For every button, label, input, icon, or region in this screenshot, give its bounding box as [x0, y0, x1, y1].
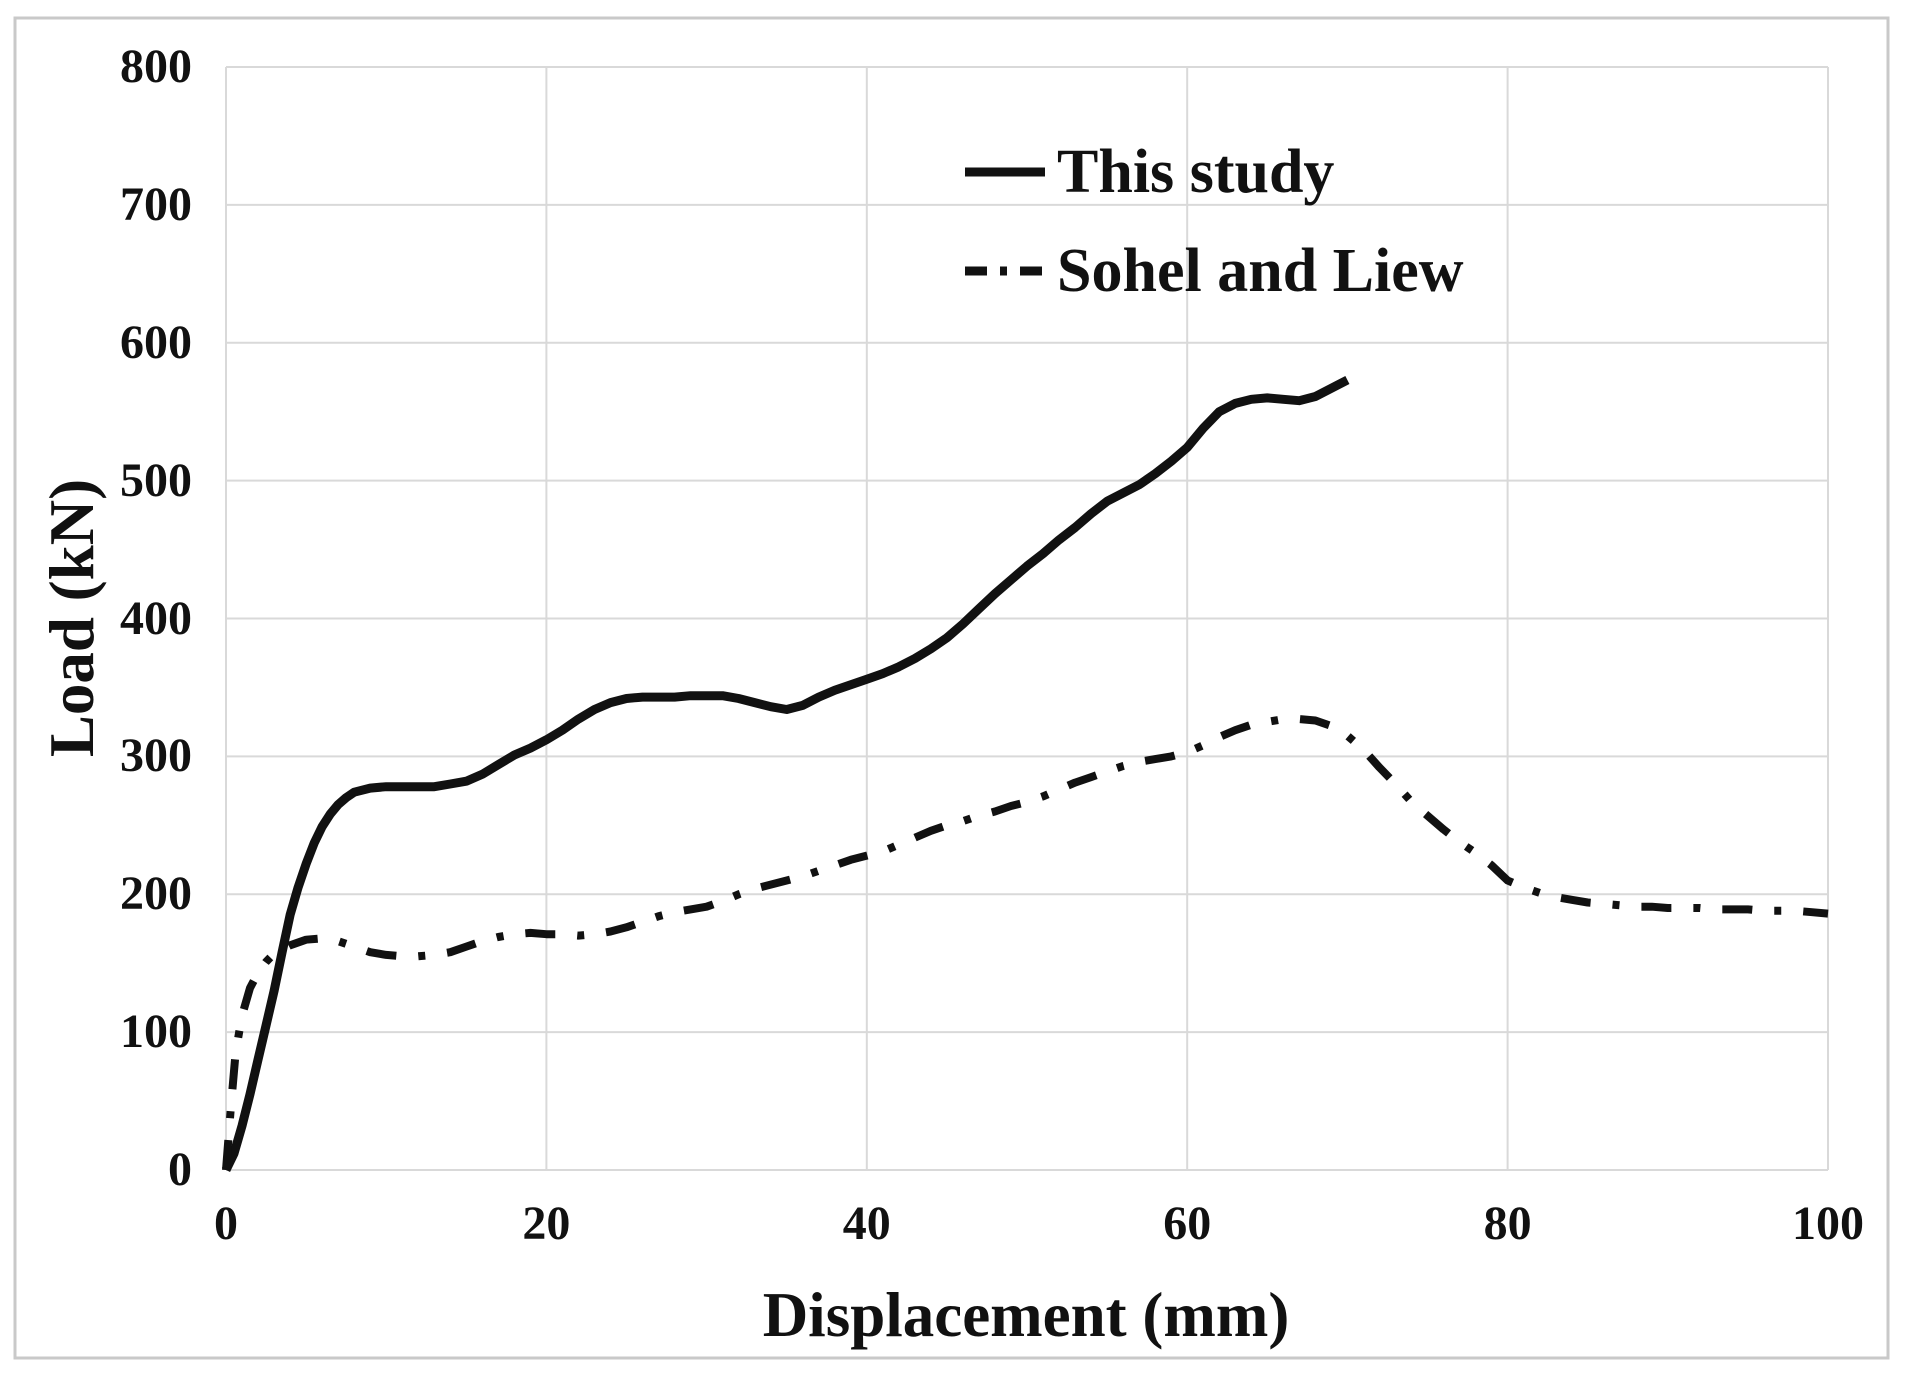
dash-dot-line-sample-icon: [965, 266, 1045, 276]
x-tick-label: 80: [1483, 1197, 1532, 1250]
x-tick-label: 40: [842, 1197, 891, 1250]
y-tick-label: 400: [120, 591, 192, 645]
y-tick-label: 800: [120, 40, 192, 93]
y-tick-label: 200: [120, 867, 192, 921]
x-tick-label: 60: [1163, 1197, 1212, 1250]
x-tick-label: 20: [522, 1197, 571, 1250]
legend-label: Sohel and Liew: [1057, 237, 1464, 305]
series-line-sohel-and-liew: [222, 715, 1829, 1171]
y-tick-label: 300: [120, 729, 192, 783]
legend-entry-this-study: This study: [963, 140, 1334, 204]
legend-label: This study: [1057, 138, 1335, 206]
solid-line-sample-icon: [965, 167, 1045, 177]
y-tick-label: 700: [120, 177, 192, 231]
series-line-this-study: [221, 375, 1350, 1172]
figure-border: [13, 16, 1890, 1360]
x-axis-title: Displacement (mm): [762, 1280, 1290, 1350]
x-tick-label: 100: [1792, 1197, 1864, 1250]
x-tick-label: 0: [214, 1197, 238, 1250]
legend-entry-sohel-and-liew: Sohel and Liew: [963, 239, 1464, 303]
y-tick-label: 100: [120, 1005, 192, 1059]
y-tick-label: 500: [120, 453, 192, 507]
y-tick-label: 600: [120, 315, 192, 369]
y-tick-label: 0: [168, 1143, 192, 1196]
